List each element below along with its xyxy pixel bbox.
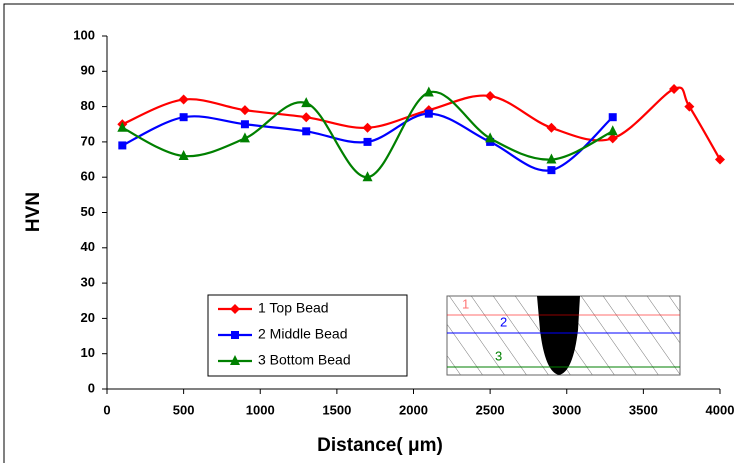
inset-label: 1	[462, 296, 469, 311]
marker	[362, 171, 373, 182]
marker	[302, 127, 311, 136]
y-tick-label: 30	[81, 275, 95, 290]
y-tick-label: 60	[81, 169, 95, 184]
y-tick-label: 0	[88, 380, 95, 395]
marker	[715, 154, 725, 165]
bead-shape	[537, 296, 580, 375]
x-tick-label: 3500	[629, 402, 658, 417]
marker	[178, 94, 189, 105]
x-tick-label: 1500	[322, 402, 351, 417]
legend-label: 3 Bottom Bead	[258, 352, 351, 368]
series-line	[121, 90, 614, 179]
marker	[423, 86, 434, 97]
x-tick-label: 3000	[552, 402, 581, 417]
marker	[178, 150, 189, 161]
y-tick-label: 100	[73, 27, 95, 42]
legend-label: 2 Middle Bead	[258, 326, 348, 342]
marker	[607, 133, 618, 144]
x-tick-label: 0	[103, 402, 110, 417]
marker	[363, 137, 372, 146]
marker	[118, 141, 127, 150]
x-tick-label: 500	[173, 402, 195, 417]
marker	[485, 91, 496, 102]
marker	[362, 122, 373, 133]
marker	[179, 113, 188, 122]
marker	[608, 113, 617, 122]
y-tick-label: 70	[81, 133, 95, 148]
y-tick-label: 20	[81, 310, 95, 325]
x-tick-label: 2500	[476, 402, 505, 417]
marker	[230, 355, 240, 365]
x-tick-label: 2000	[399, 402, 428, 417]
marker	[230, 304, 240, 314]
marker	[607, 125, 618, 136]
marker	[546, 153, 557, 164]
marker	[485, 132, 496, 143]
legend-label: 1 Top Bead	[258, 300, 329, 316]
marker	[240, 120, 249, 129]
x-axis-label: Distance( μm)	[317, 435, 443, 456]
marker	[684, 101, 695, 112]
y-tick-label: 90	[81, 63, 95, 78]
y-tick-label: 40	[81, 239, 95, 254]
marker	[669, 83, 680, 94]
marker	[117, 121, 128, 132]
inset-diagram: 1 2 3	[446, 295, 681, 376]
marker	[231, 331, 239, 339]
y-tick-label: 80	[81, 98, 95, 113]
marker	[424, 109, 433, 118]
y-tick-label: 50	[81, 204, 95, 219]
y-axis-label: HVN	[23, 192, 44, 232]
marker	[301, 112, 312, 123]
marker	[239, 132, 250, 143]
marker	[239, 105, 250, 116]
marker	[301, 97, 312, 108]
x-tick-label: 1000	[246, 402, 275, 417]
marker	[547, 166, 556, 175]
inset-label: 3	[495, 348, 502, 363]
y-tick-label: 10	[81, 345, 95, 360]
inset-label: 2	[500, 314, 507, 329]
marker	[546, 122, 557, 133]
frame	[3, 3, 734, 468]
x-tick-label: 4000	[706, 402, 734, 417]
